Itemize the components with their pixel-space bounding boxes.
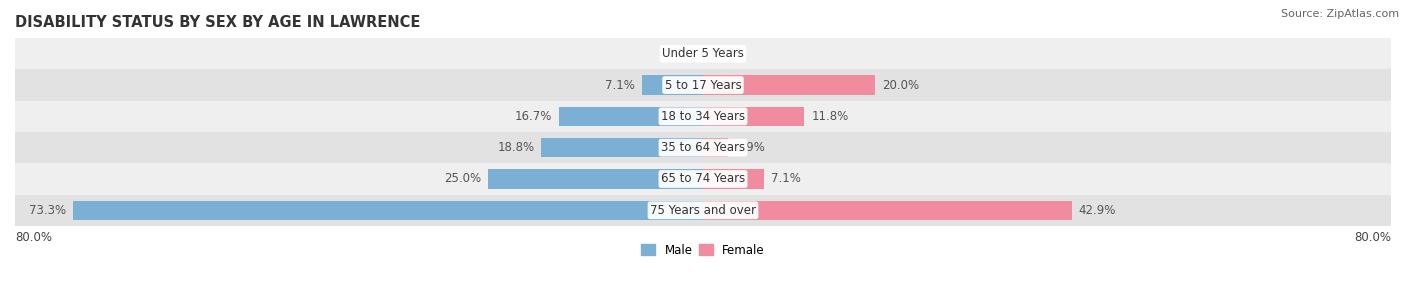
Text: 2.9%: 2.9% <box>735 141 765 154</box>
Bar <box>15 38 1391 70</box>
Text: Source: ZipAtlas.com: Source: ZipAtlas.com <box>1281 9 1399 19</box>
Text: 5 to 17 Years: 5 to 17 Years <box>665 79 741 92</box>
Bar <box>15 195 1391 226</box>
Text: 65 to 74 Years: 65 to 74 Years <box>661 173 745 185</box>
Bar <box>15 70 1391 101</box>
Text: 7.1%: 7.1% <box>605 79 636 92</box>
Text: 20.0%: 20.0% <box>882 79 920 92</box>
Text: 16.7%: 16.7% <box>515 110 553 123</box>
Text: 80.0%: 80.0% <box>1354 231 1391 244</box>
Text: 80.0%: 80.0% <box>15 231 52 244</box>
Text: 7.1%: 7.1% <box>770 173 801 185</box>
Bar <box>15 163 1391 195</box>
Text: 11.8%: 11.8% <box>811 110 849 123</box>
Bar <box>488 169 703 189</box>
Text: DISABILITY STATUS BY SEX BY AGE IN LAWRENCE: DISABILITY STATUS BY SEX BY AGE IN LAWRE… <box>15 15 420 30</box>
Text: 25.0%: 25.0% <box>444 173 481 185</box>
Bar <box>15 101 1391 132</box>
Text: 42.9%: 42.9% <box>1078 204 1116 217</box>
Bar <box>703 75 875 95</box>
Bar <box>643 75 703 95</box>
Text: 18.8%: 18.8% <box>498 141 534 154</box>
Bar <box>560 107 703 126</box>
Legend: Male, Female: Male, Female <box>637 239 769 261</box>
Text: 75 Years and over: 75 Years and over <box>650 204 756 217</box>
Bar <box>703 201 1071 220</box>
Text: 0.0%: 0.0% <box>666 47 696 60</box>
Text: 35 to 64 Years: 35 to 64 Years <box>661 141 745 154</box>
Text: Under 5 Years: Under 5 Years <box>662 47 744 60</box>
Bar <box>15 132 1391 163</box>
Bar <box>73 201 703 220</box>
Text: 18 to 34 Years: 18 to 34 Years <box>661 110 745 123</box>
Text: 0.0%: 0.0% <box>710 47 740 60</box>
Text: 73.3%: 73.3% <box>28 204 66 217</box>
Bar <box>703 107 804 126</box>
Bar <box>703 138 728 157</box>
Bar <box>541 138 703 157</box>
Bar <box>703 169 763 189</box>
